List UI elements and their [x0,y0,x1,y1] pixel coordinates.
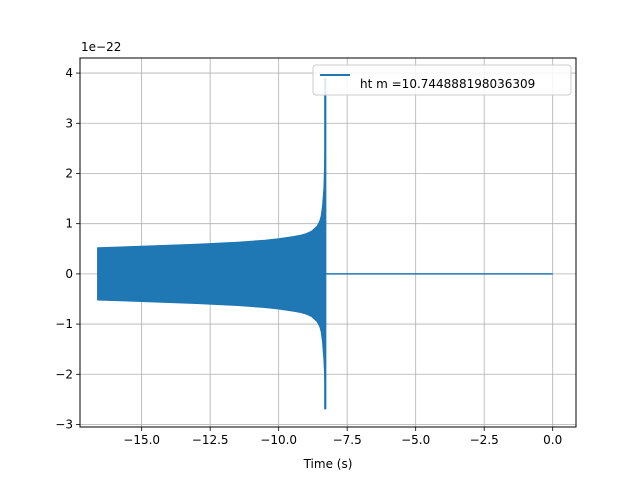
legend: ht m =10.744888198036309 [312,64,572,96]
y-tick-label: 0 [65,267,73,281]
x-tick-label: −12.5 [192,433,229,447]
x-tick-label: −2.5 [470,433,499,447]
x-axis-label: Time (s) [303,457,353,471]
legend-label: ht m =10.744888198036309 [360,77,535,91]
x-tick-label: −5.0 [401,433,430,447]
y-tick-label: −2 [55,367,73,381]
y-tick-label: 3 [65,116,73,130]
axes-frame [79,57,577,428]
y-axis-ticks: −3 −2 −1 0 1 2 3 4 [55,66,80,431]
grid [80,58,576,427]
y-tick-label: 2 [65,166,73,180]
legend-box [312,64,572,96]
x-tick-label: 0.0 [543,433,562,447]
x-tick-label: −10.0 [260,433,297,447]
y-tick-label: −1 [55,317,73,331]
y-tick-label: 1 [65,217,73,231]
y-tick-label: −3 [55,417,73,431]
waveform-envelope [97,143,326,390]
series-ht [97,78,553,410]
y-tick-label: 4 [65,66,73,80]
y-axis-multiplier: 1e−22 [81,40,121,54]
x-tick-label: −7.5 [333,433,362,447]
x-axis-ticks: −15.0 −12.5 −10.0 −7.5 −5.0 −2.5 0.0 [123,427,562,447]
x-tick-label: −15.0 [123,433,160,447]
